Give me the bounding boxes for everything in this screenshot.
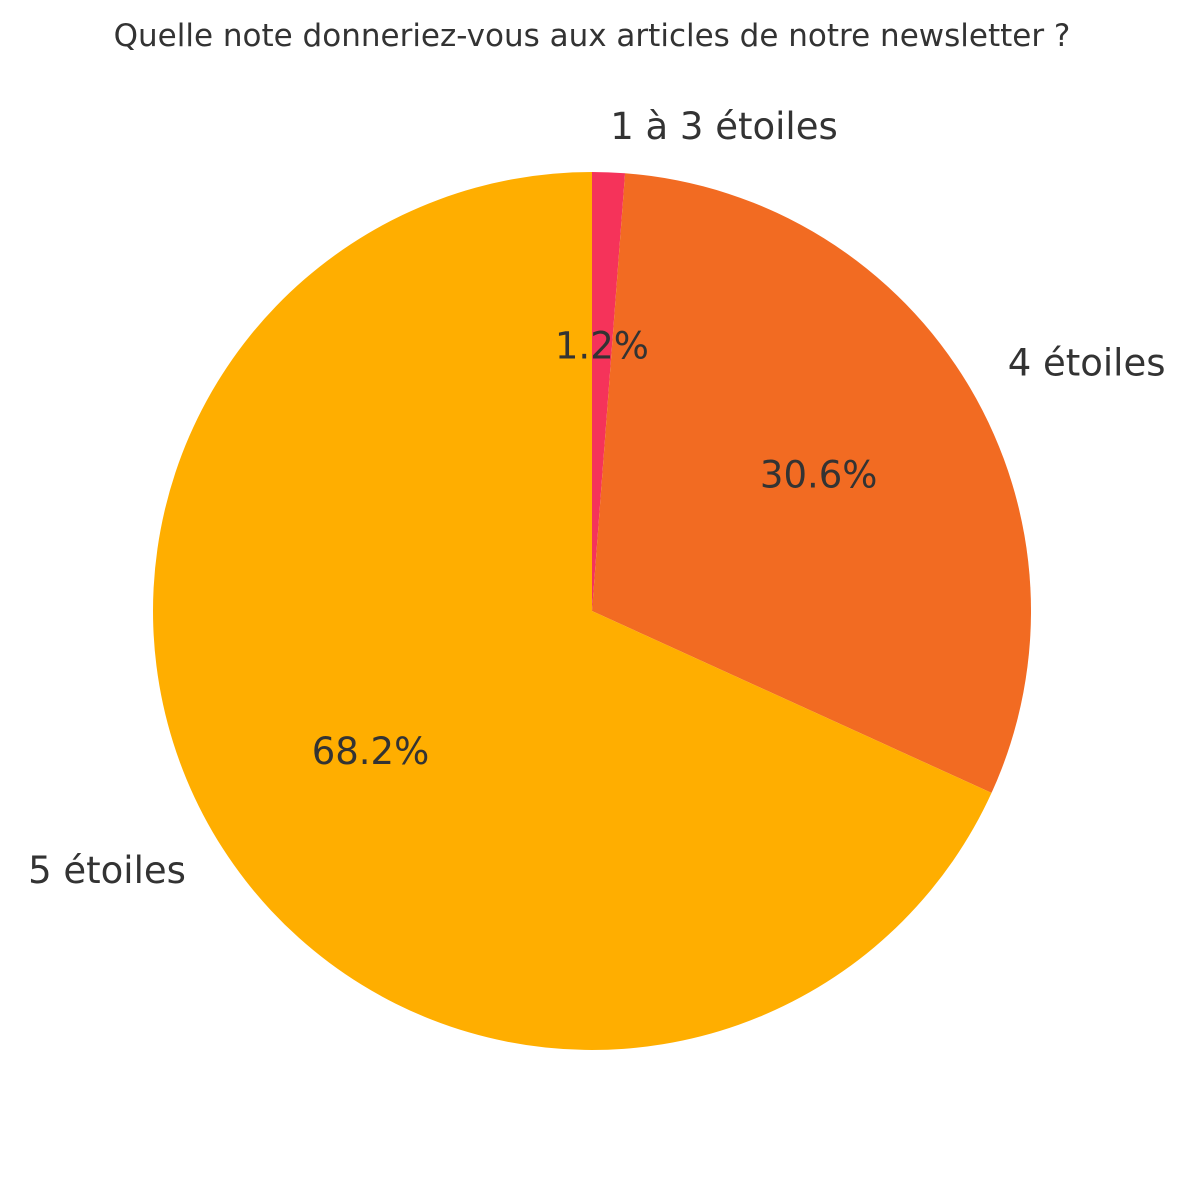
percentage-label-1-a-3-etoiles: 1.2% xyxy=(555,324,649,367)
category-label-1-a-3-etoiles: 1 à 3 étoiles xyxy=(610,105,838,148)
chart-title: Quelle note donneriez-vous aux articles … xyxy=(114,18,1071,54)
pie-slice-5-etoiles xyxy=(153,172,992,1051)
category-label-4-etoiles: 4 étoiles xyxy=(1008,342,1166,385)
percentage-labels: 1.2% 30.6% 68.2% xyxy=(312,324,878,773)
category-label-5-etoiles: 5 étoiles xyxy=(28,849,186,892)
percentage-label-4-etoiles: 30.6% xyxy=(760,453,878,496)
pie-slices xyxy=(153,172,1032,1051)
pie-slice-4-etoiles xyxy=(592,173,1032,793)
category-labels: 1 à 3 étoiles 4 étoiles 5 étoiles xyxy=(28,105,1165,892)
pie-slice-1-a-3-etoiles xyxy=(592,172,626,611)
percentage-label-5-etoiles: 68.2% xyxy=(312,730,430,773)
